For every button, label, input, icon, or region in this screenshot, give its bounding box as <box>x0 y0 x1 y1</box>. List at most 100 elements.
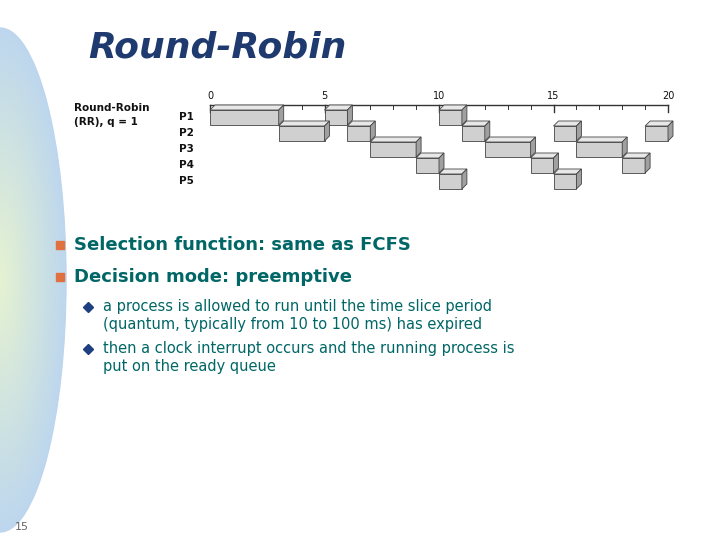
Text: Selection function: same as FCFS: Selection function: same as FCFS <box>74 236 411 254</box>
Ellipse shape <box>0 89 50 471</box>
Ellipse shape <box>0 83 52 477</box>
Bar <box>210 110 279 125</box>
Ellipse shape <box>0 148 35 413</box>
Bar <box>485 142 531 157</box>
Ellipse shape <box>0 32 65 528</box>
Polygon shape <box>531 153 559 158</box>
Ellipse shape <box>0 70 55 490</box>
Ellipse shape <box>0 47 61 513</box>
Polygon shape <box>554 153 559 173</box>
Polygon shape <box>485 137 536 142</box>
Ellipse shape <box>0 177 27 383</box>
Text: 15: 15 <box>547 91 559 101</box>
Ellipse shape <box>0 104 46 456</box>
Polygon shape <box>325 121 330 141</box>
Ellipse shape <box>0 238 11 322</box>
Ellipse shape <box>0 99 48 461</box>
Bar <box>439 174 462 189</box>
Ellipse shape <box>0 28 66 532</box>
Ellipse shape <box>0 127 40 433</box>
Polygon shape <box>416 137 421 157</box>
Ellipse shape <box>0 244 9 316</box>
Polygon shape <box>462 121 490 126</box>
Ellipse shape <box>0 146 35 414</box>
Ellipse shape <box>0 158 32 402</box>
Ellipse shape <box>0 154 33 406</box>
Ellipse shape <box>0 196 22 364</box>
Ellipse shape <box>0 78 53 482</box>
Bar <box>325 110 347 125</box>
Ellipse shape <box>0 175 27 385</box>
Polygon shape <box>485 121 490 141</box>
Ellipse shape <box>0 272 2 288</box>
Ellipse shape <box>0 137 37 423</box>
Ellipse shape <box>0 139 37 421</box>
Ellipse shape <box>0 205 20 356</box>
Ellipse shape <box>0 221 15 339</box>
Ellipse shape <box>0 192 23 368</box>
Polygon shape <box>210 105 284 110</box>
Ellipse shape <box>0 181 26 379</box>
Ellipse shape <box>0 263 4 297</box>
Ellipse shape <box>0 236 12 324</box>
Ellipse shape <box>0 253 7 307</box>
Ellipse shape <box>0 224 15 337</box>
Polygon shape <box>554 121 582 126</box>
Ellipse shape <box>0 165 30 395</box>
Ellipse shape <box>0 150 34 410</box>
Ellipse shape <box>0 217 17 343</box>
Ellipse shape <box>0 40 63 519</box>
Ellipse shape <box>0 123 41 437</box>
Ellipse shape <box>0 131 39 429</box>
Polygon shape <box>554 169 582 174</box>
Ellipse shape <box>0 173 28 387</box>
Text: a process is allowed to run until the time slice period: a process is allowed to run until the ti… <box>103 300 492 314</box>
Polygon shape <box>462 105 467 125</box>
Text: P2: P2 <box>179 129 194 138</box>
Ellipse shape <box>0 80 53 480</box>
Ellipse shape <box>0 112 44 448</box>
Ellipse shape <box>0 30 66 530</box>
Ellipse shape <box>0 208 19 352</box>
Ellipse shape <box>0 259 6 301</box>
Ellipse shape <box>0 227 14 333</box>
Text: 10: 10 <box>433 91 445 101</box>
Ellipse shape <box>0 251 8 309</box>
Ellipse shape <box>0 269 3 291</box>
Ellipse shape <box>0 194 22 366</box>
Text: 5: 5 <box>321 91 328 101</box>
Bar <box>622 158 645 173</box>
Ellipse shape <box>0 215 17 345</box>
Ellipse shape <box>0 62 57 498</box>
Ellipse shape <box>0 87 50 473</box>
Ellipse shape <box>0 230 13 330</box>
Ellipse shape <box>0 93 49 467</box>
Ellipse shape <box>0 110 45 450</box>
Ellipse shape <box>0 49 60 511</box>
Polygon shape <box>531 137 536 157</box>
Ellipse shape <box>0 36 64 524</box>
Ellipse shape <box>0 120 42 440</box>
Bar <box>416 158 439 173</box>
Ellipse shape <box>0 225 14 335</box>
Polygon shape <box>645 153 650 173</box>
Ellipse shape <box>0 265 4 295</box>
Bar <box>347 126 370 141</box>
Ellipse shape <box>0 246 9 314</box>
Polygon shape <box>439 105 467 110</box>
Ellipse shape <box>0 38 63 522</box>
Polygon shape <box>622 153 650 158</box>
Ellipse shape <box>0 114 43 446</box>
Ellipse shape <box>0 118 42 442</box>
Ellipse shape <box>0 198 22 362</box>
Text: 0: 0 <box>207 91 213 101</box>
Ellipse shape <box>0 144 36 416</box>
Polygon shape <box>325 105 352 110</box>
Ellipse shape <box>0 274 1 286</box>
Ellipse shape <box>0 66 56 494</box>
Bar <box>462 126 485 141</box>
Ellipse shape <box>0 141 36 418</box>
Ellipse shape <box>0 200 21 360</box>
Polygon shape <box>622 137 627 157</box>
Ellipse shape <box>0 186 24 375</box>
